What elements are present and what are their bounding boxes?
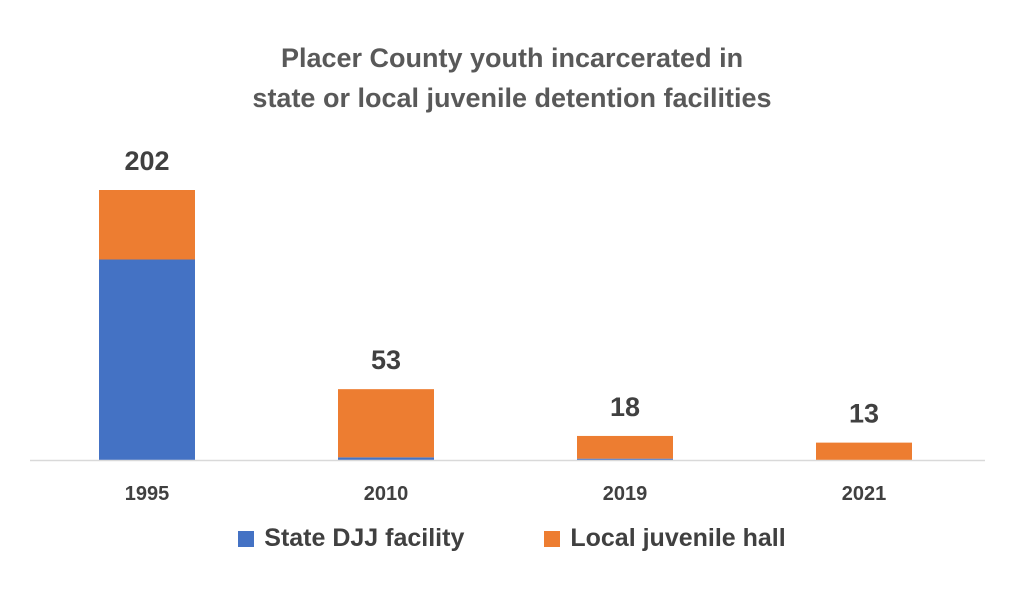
legend: State DJJ facility Local juvenile hall bbox=[0, 524, 1024, 553]
total-label-2010: 53 bbox=[371, 345, 401, 375]
legend-label-local: Local juvenile hall bbox=[570, 524, 786, 552]
x-tick-label-2010: 2010 bbox=[364, 483, 409, 505]
total-label-2021: 13 bbox=[849, 399, 879, 429]
bar-state-1995 bbox=[99, 259, 195, 460]
chart-title-line-2: state or local juvenile detention facili… bbox=[252, 83, 772, 113]
legend-label-state: State DJJ facility bbox=[264, 524, 465, 552]
bar-local-2019 bbox=[577, 435, 673, 459]
bar-local-2021 bbox=[816, 442, 912, 460]
legend-item-state: State DJJ facility bbox=[238, 524, 464, 553]
total-label-2019: 18 bbox=[610, 392, 640, 422]
bar-local-1995 bbox=[99, 190, 195, 260]
chart-title: Placer County youth incarcerated in stat… bbox=[0, 38, 1024, 118]
total-label-1995: 202 bbox=[124, 146, 169, 176]
bar-state-2010 bbox=[338, 457, 434, 460]
x-tick-label-2019: 2019 bbox=[603, 483, 648, 505]
x-tick-label-1995: 1995 bbox=[125, 483, 170, 505]
x-tick-label-2021: 2021 bbox=[842, 483, 887, 505]
bar-local-2010 bbox=[338, 389, 434, 458]
chart-title-line-1: Placer County youth incarcerated in bbox=[280, 43, 744, 73]
bar-state-2019 bbox=[577, 458, 673, 460]
legend-swatch-state bbox=[238, 530, 255, 547]
legend-item-local: Local juvenile hall bbox=[544, 524, 786, 553]
legend-swatch-local bbox=[544, 530, 561, 547]
